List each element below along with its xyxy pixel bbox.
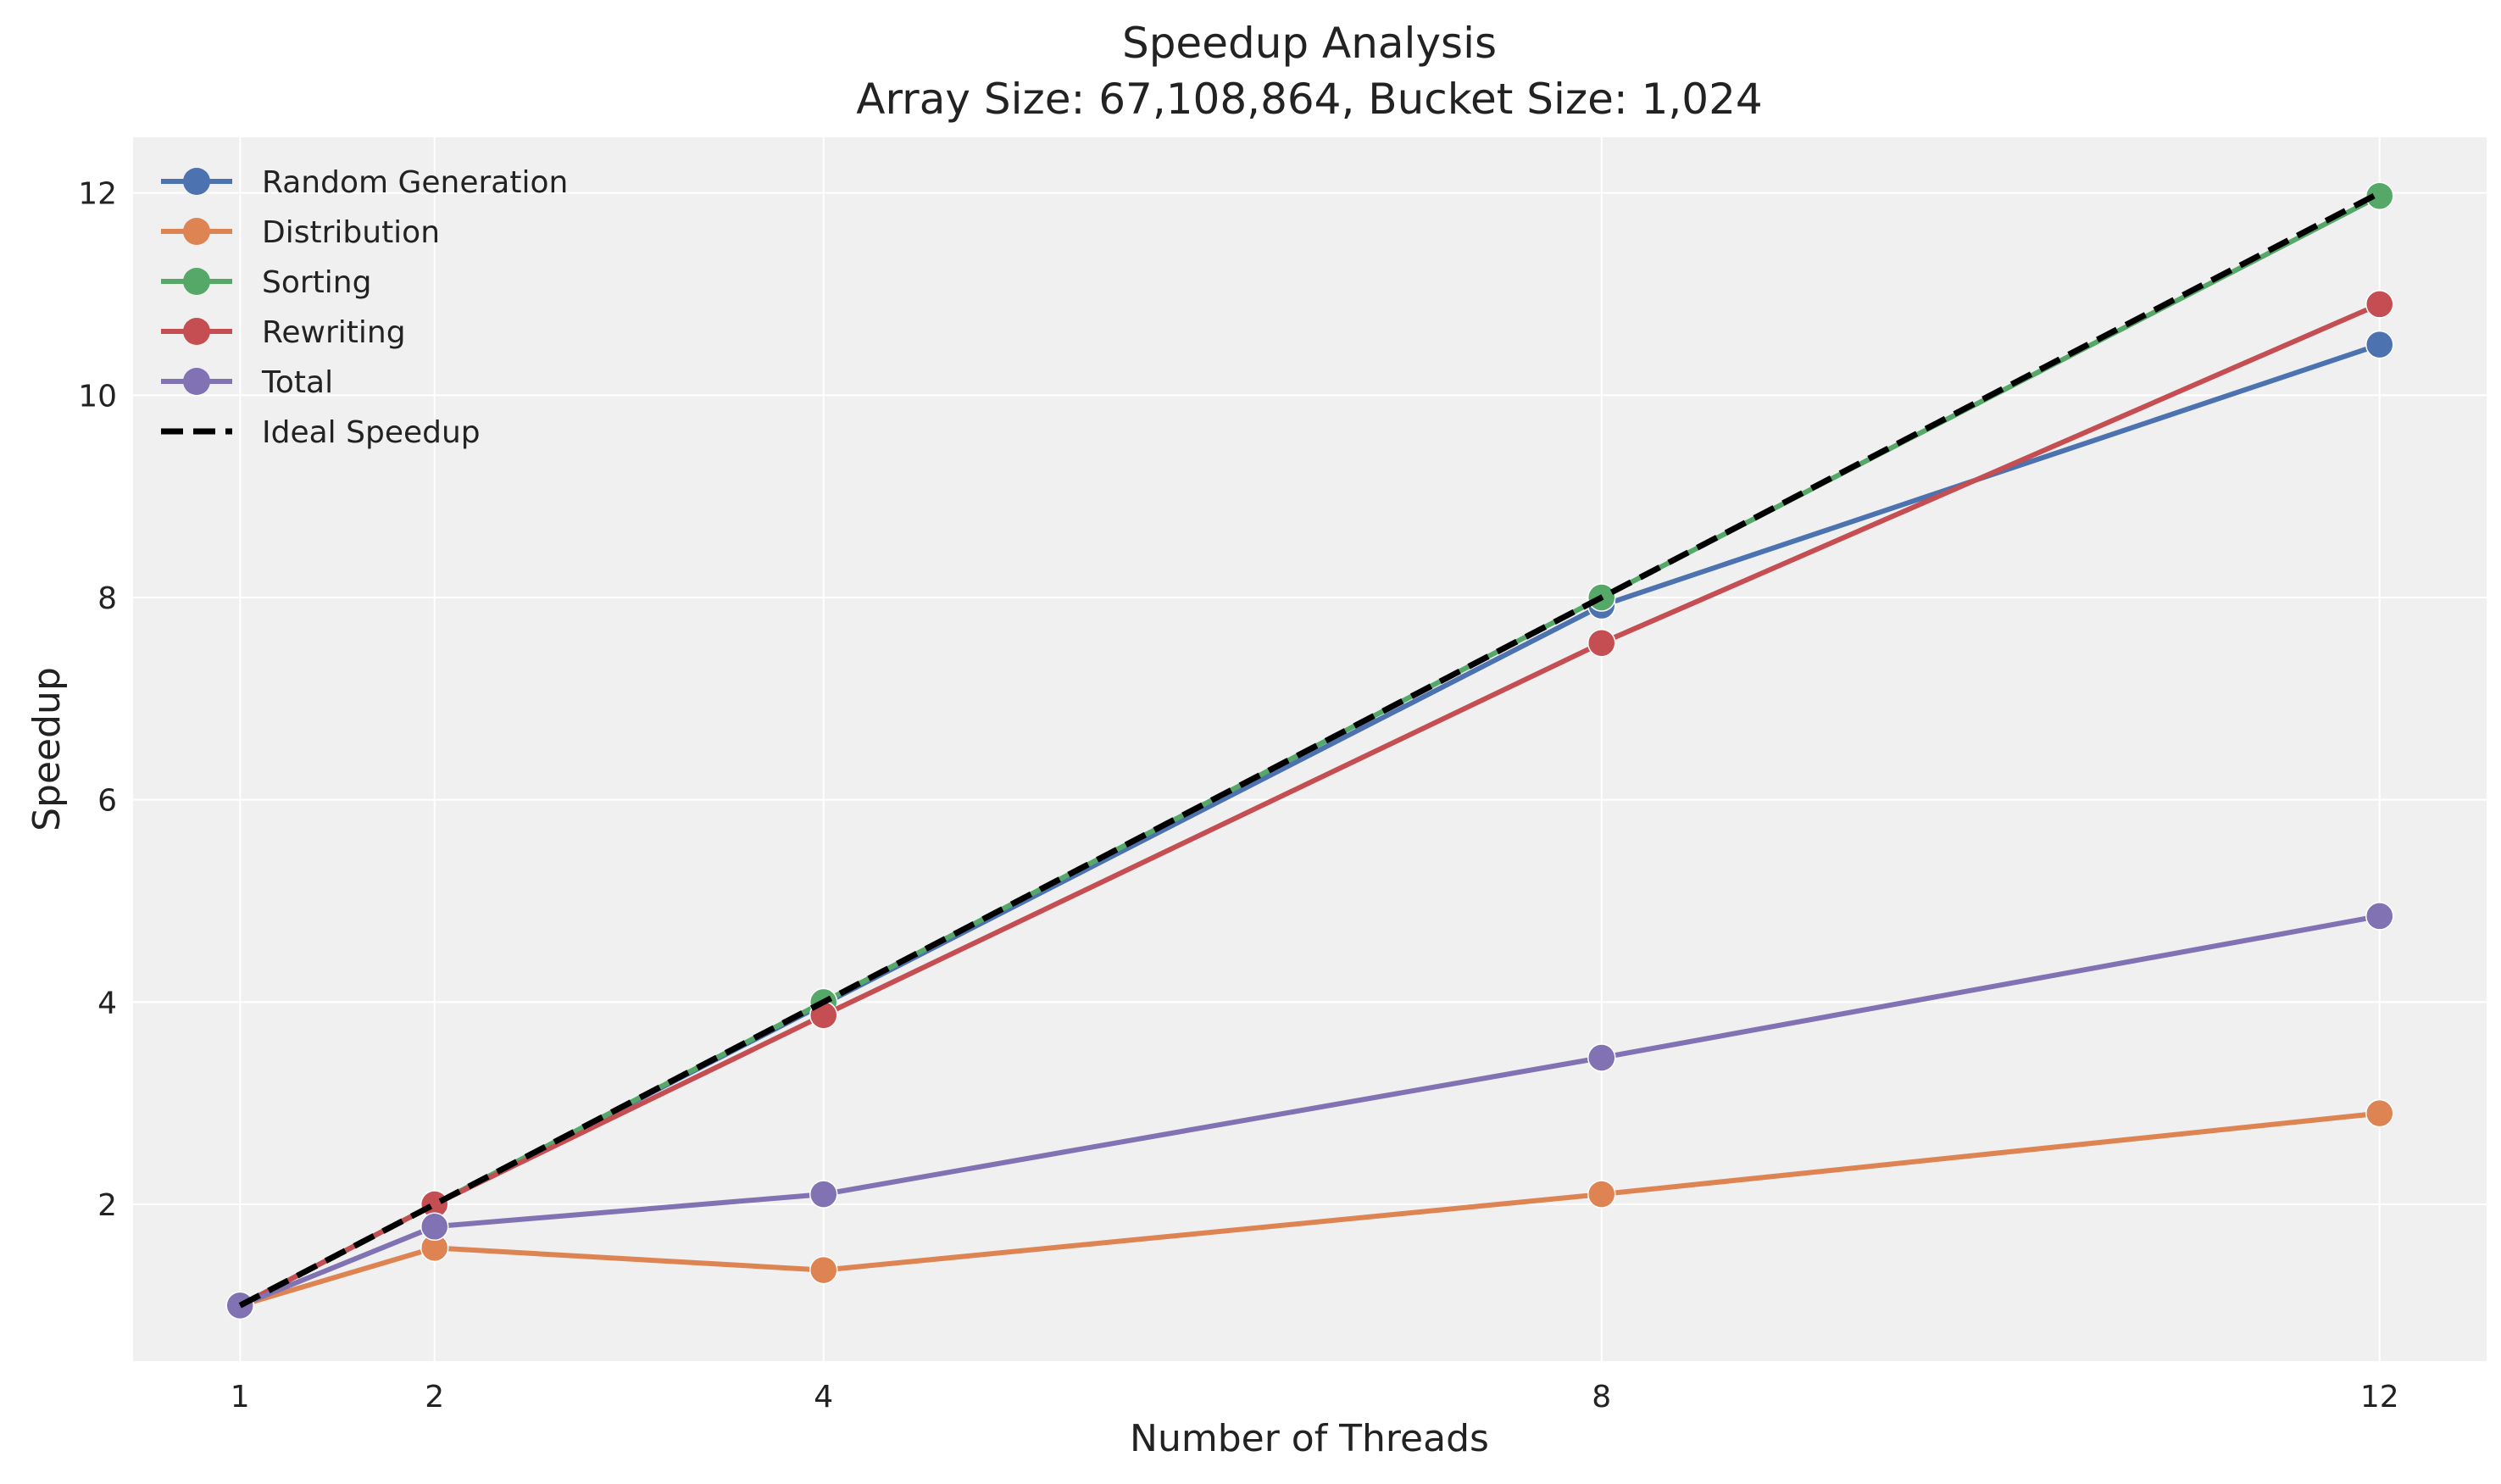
data-point-total <box>2365 902 2394 931</box>
x-axis-ticks: 1 2 4 8 12 <box>231 1380 2399 1415</box>
y-tick-label: 8 <box>97 581 117 616</box>
x-tick-label: 12 <box>2360 1380 2399 1415</box>
legend-item-total: Total <box>161 365 333 400</box>
data-point-total <box>1587 1043 1616 1072</box>
data-point-rewriting <box>2365 290 2394 319</box>
data-point-total <box>420 1212 449 1242</box>
legend-label: Rewriting <box>262 315 406 350</box>
chart-title: Speedup Analysis <box>1122 19 1497 68</box>
y-tick-label: 2 <box>97 1188 117 1223</box>
data-point-total <box>809 1180 838 1209</box>
x-tick-label: 4 <box>814 1380 833 1415</box>
legend-label: Random Generation <box>262 165 568 200</box>
series-distribution <box>225 1098 2394 1320</box>
x-tick-label: 1 <box>231 1380 250 1415</box>
legend-label: Total <box>261 365 333 400</box>
legend-label: Distribution <box>262 215 440 250</box>
legend-item-rewriting: Rewriting <box>161 315 406 350</box>
y-tick-label: 12 <box>78 177 117 212</box>
data-point-distribution <box>1587 1180 1616 1209</box>
legend-item-random-generation: Random Generation <box>161 165 568 200</box>
data-point-sorting <box>2365 181 2394 210</box>
data-point-rewriting <box>1587 628 1616 658</box>
chart-subtitle: Array Size: 67,108,864, Bucket Size: 1,0… <box>856 75 1762 124</box>
legend-label: Ideal Speedup <box>262 415 481 450</box>
y-axis-label: Speedup <box>25 667 69 831</box>
data-point-distribution <box>2365 1098 2394 1128</box>
legend-item-distribution: Distribution <box>161 215 440 250</box>
legend-marker <box>183 368 210 395</box>
data-point-distribution <box>809 1255 838 1285</box>
series-ideal-speedup <box>238 190 2382 1309</box>
legend-item-ideal-speedup: Ideal Speedup <box>161 415 481 450</box>
series-total <box>225 902 2394 1320</box>
legend-marker <box>183 168 210 195</box>
y-axis-ticks: 2 4 6 8 10 12 <box>78 177 117 1223</box>
data-point-random-generation <box>2365 330 2394 359</box>
legend-label: Sorting <box>262 265 371 300</box>
legend-marker <box>183 218 210 245</box>
series-group <box>225 181 2394 1320</box>
x-tick-label: 8 <box>1592 1380 1611 1415</box>
legend: Random Generation Distribution Sorting Rewr… <box>161 165 568 450</box>
legend-item-sorting: Sorting <box>161 265 371 300</box>
x-tick-label: 2 <box>425 1380 444 1415</box>
series-line-ideal-speedup <box>238 190 2382 1309</box>
legend-marker <box>183 318 210 345</box>
legend-marker <box>183 268 210 295</box>
y-tick-label: 10 <box>78 379 117 414</box>
y-tick-label: 4 <box>97 986 117 1020</box>
y-tick-label: 6 <box>97 784 117 819</box>
x-axis-label: Number of Threads <box>1130 1417 1489 1460</box>
